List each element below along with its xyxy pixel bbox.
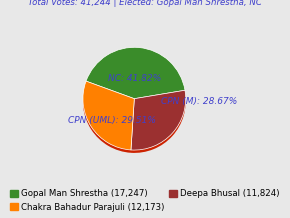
Legend: Gopal Man Shrestha (17,247), Chakra Bahadur Parajuli (12,173), Deepa Bhusal (11,: Gopal Man Shrestha (17,247), Chakra Baha… (10, 189, 280, 211)
Text: Total Votes: 41,244 | Elected: Gopal Man Shrestha, NC: Total Votes: 41,244 | Elected: Gopal Man… (28, 0, 262, 7)
Wedge shape (83, 81, 134, 150)
Wedge shape (86, 50, 185, 102)
Text: CPN (M): 28.67%: CPN (M): 28.67% (162, 97, 238, 106)
Wedge shape (86, 47, 185, 99)
Wedge shape (131, 90, 186, 150)
Text: NC: 41.82%: NC: 41.82% (108, 74, 161, 83)
Text: CPN (UML): 29.51%: CPN (UML): 29.51% (68, 116, 155, 125)
Wedge shape (131, 93, 186, 153)
Wedge shape (83, 84, 134, 153)
